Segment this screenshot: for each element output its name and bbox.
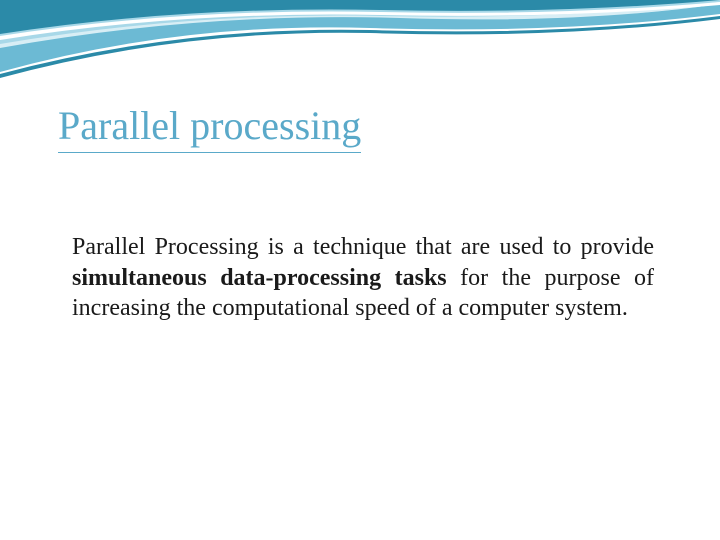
- slide-title: Parallel processing: [58, 102, 361, 153]
- body-text-bold: simultaneous data-processing tasks: [72, 265, 447, 291]
- body-text-prefix: Parallel Processing is a technique that …: [72, 234, 654, 260]
- slide-body-text: Parallel Processing is a technique that …: [72, 232, 654, 324]
- decorative-wave-header: [0, 0, 720, 100]
